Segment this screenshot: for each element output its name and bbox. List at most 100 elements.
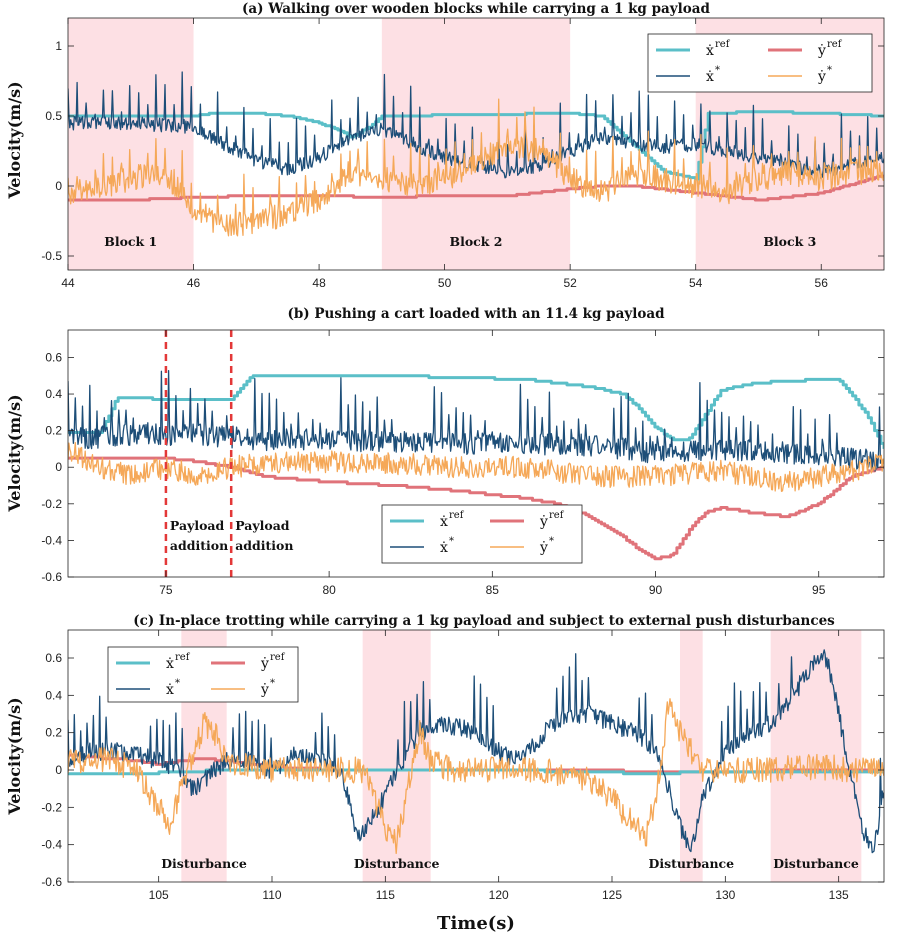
legend-box (107, 646, 299, 703)
x-tick-label: 90 (649, 583, 663, 597)
region-annotation: Disturbance (649, 856, 735, 871)
x-tick-label: 54 (689, 276, 703, 290)
y-axis-label: Velocity(m/s) (5, 697, 24, 815)
legend-label-sup: * (270, 678, 275, 689)
y-tick-label: -0.6 (41, 570, 62, 584)
x-tick-label: 110 (262, 888, 281, 902)
series-x_star-line (68, 369, 884, 472)
x-tick-label: 50 (438, 276, 452, 290)
region-annotation: Disturbance (354, 856, 440, 871)
legend-box (381, 504, 583, 564)
x-tick-label: 130 (715, 888, 735, 902)
legend-label: ẋ (166, 682, 174, 698)
legend-label: ẋ (706, 69, 714, 85)
y-tick-label: 0.5 (45, 109, 62, 123)
panel-a-series (68, 71, 884, 237)
y-tick-label: -0.2 (41, 497, 62, 511)
payload-annotation: addition (170, 538, 228, 553)
legend-label: ẏ (260, 682, 269, 698)
x-tick-label: 46 (187, 276, 201, 290)
x-tick-label: 95 (812, 583, 826, 597)
axes-frame (67, 629, 885, 883)
legend-label-sup: ref (270, 652, 286, 663)
x-tick-label: 135 (829, 888, 849, 902)
legend-label-sup: * (715, 65, 720, 76)
region-annotation: Block 2 (450, 234, 503, 249)
legend-label: ẏ (817, 43, 826, 59)
y-tick-label: -0.6 (41, 875, 62, 889)
payload-annotation: addition (235, 538, 293, 553)
legend-label-sup: ref (175, 652, 191, 663)
x-tick-label: 56 (815, 276, 829, 290)
x-tick-label: 105 (149, 888, 169, 902)
y-tick-label: 0 (55, 460, 62, 474)
axes-frame (67, 329, 885, 578)
y-tick-label: 0.4 (45, 387, 62, 401)
series-y_star-line (68, 698, 884, 855)
legend-label-sup: * (827, 65, 832, 76)
y-tick-label: 0.2 (45, 726, 62, 740)
y-tick-label: 0.2 (45, 424, 62, 438)
y-tick-label: 0 (55, 179, 62, 193)
x-tick-label: 52 (563, 276, 577, 290)
y-axis-label: Velocity(m/s) (5, 81, 24, 199)
series-y_star-line (68, 441, 884, 492)
payload-annotation: Payload (170, 518, 225, 533)
x-tick-label: 44 (61, 276, 75, 290)
panel-c-series (68, 649, 884, 855)
y-tick-label: -0.5 (41, 249, 62, 263)
panel-c-title: (c) In-place trotting while carrying a 1… (133, 613, 835, 629)
axes-frame (67, 17, 885, 271)
legend-label-sup: ref (715, 39, 731, 50)
legend-label: ẋ (166, 656, 174, 672)
region-annotation: Disturbance (773, 856, 859, 871)
legend-label: ẏ (260, 656, 269, 672)
x-tick-label: 125 (602, 888, 622, 902)
panel-b-title: (b) Pushing a cart loaded with an 11.4 k… (287, 306, 665, 322)
legend-label: ẏ (817, 69, 826, 85)
legend-label-sup: ref (549, 510, 565, 521)
shaded-region (770, 630, 862, 882)
region-annotation: Disturbance (161, 856, 247, 871)
legend-label-sup: ref (449, 510, 465, 521)
x-tick-label: 120 (489, 888, 509, 902)
legend-label: ẏ (539, 514, 548, 530)
panel-b: (b) Pushing a cart loaded with an 11.4 k… (5, 306, 885, 597)
y-tick-label: -0.2 (41, 800, 62, 814)
legend-label: ẏ (539, 540, 548, 556)
series-y_ref-line (68, 174, 884, 202)
legend-box (647, 33, 873, 93)
y-tick-label: 0.6 (45, 651, 62, 665)
panel-a-title: (a) Walking over wooden blocks while car… (242, 1, 710, 17)
x-tick-label: 75 (159, 583, 173, 597)
y-tick-label: 0.4 (45, 688, 62, 702)
legend-label-sup: * (549, 536, 554, 547)
region-annotation: Block 3 (763, 234, 816, 249)
y-tick-label: 1 (55, 39, 62, 53)
y-tick-label: -0.4 (41, 838, 62, 852)
region-annotation: Block 1 (104, 234, 157, 249)
series-y_star-line (68, 98, 884, 237)
payload-annotation: Payload (235, 518, 290, 533)
legend-label-sup: * (175, 678, 180, 689)
series-x_ref-line (68, 374, 884, 449)
panel-a: (a) Walking over wooden blocks while car… (5, 1, 885, 290)
legend-label: ẋ (440, 540, 448, 556)
panel-c: (c) In-place trotting while carrying a 1… (5, 613, 885, 902)
x-tick-label: 115 (376, 888, 395, 902)
legend-label-sup: ref (827, 39, 843, 50)
legend-label-sup: * (449, 536, 454, 547)
x-tick-label: 80 (322, 583, 336, 597)
x-tick-label: 85 (486, 583, 500, 597)
legend-label: ẋ (706, 43, 714, 59)
y-tick-label: 0 (55, 763, 62, 777)
x-axis-label: Time(s) (437, 913, 515, 934)
y-tick-label: 0.6 (45, 350, 62, 364)
series-x_star-line (68, 649, 884, 854)
y-tick-label: -0.4 (41, 533, 62, 547)
legend-label: ẋ (440, 514, 448, 530)
